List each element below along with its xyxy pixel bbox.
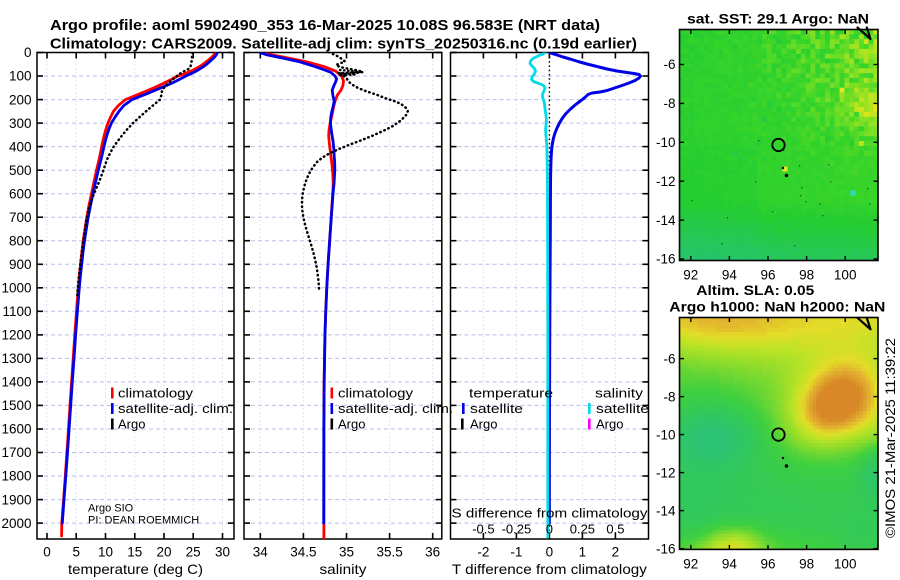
svg-text:20: 20: [156, 545, 171, 560]
svg-text:-6: -6: [663, 351, 675, 366]
svg-text:©IMOS 21-Mar-2025 11:39:22: ©IMOS 21-Mar-2025 11:39:22: [883, 338, 898, 538]
svg-text:98: 98: [799, 556, 814, 571]
svg-text:92: 92: [683, 268, 698, 283]
svg-text:1400: 1400: [1, 375, 31, 390]
svg-text:satellite: satellite: [470, 401, 523, 416]
svg-text:1500: 1500: [1, 398, 31, 413]
svg-text:-2: -2: [477, 545, 489, 560]
svg-text:satellite: satellite: [596, 401, 649, 416]
svg-text:Argo h1000: NaN h2000: NaN: Argo h1000: NaN h2000: NaN: [669, 300, 885, 315]
svg-text:1: 1: [579, 545, 587, 560]
svg-text:-12: -12: [656, 465, 676, 480]
svg-text:1100: 1100: [2, 304, 31, 319]
svg-text:100: 100: [834, 556, 857, 571]
svg-text:Argo: Argo: [338, 417, 365, 432]
svg-text:climatology: climatology: [118, 386, 194, 401]
svg-text:-8: -8: [663, 96, 675, 111]
svg-text:temperature: temperature: [469, 386, 553, 401]
svg-text:satellite-adj. clim.: satellite-adj. clim.: [118, 401, 233, 416]
svg-text:1600: 1600: [1, 422, 31, 437]
svg-text:0: 0: [546, 522, 553, 537]
svg-text:100: 100: [834, 268, 857, 283]
svg-text:30: 30: [215, 545, 230, 560]
svg-text:0.5: 0.5: [606, 522, 624, 537]
svg-text:Argo SIO: Argo SIO: [88, 503, 134, 515]
svg-text:25: 25: [186, 545, 201, 560]
svg-text:-16: -16: [656, 252, 676, 267]
svg-text:temperature (deg C): temperature (deg C): [68, 561, 203, 577]
svg-text:800: 800: [9, 233, 32, 248]
svg-text:-10: -10: [656, 427, 676, 442]
svg-text:15: 15: [127, 545, 142, 560]
svg-text:salinity: salinity: [320, 561, 367, 577]
svg-text:35: 35: [339, 545, 354, 560]
svg-text:-1: -1: [510, 545, 522, 560]
svg-text:0.25: 0.25: [570, 522, 595, 537]
svg-text:400: 400: [9, 139, 32, 154]
svg-text:Argo profile: aoml 5902490_353: Argo profile: aoml 5902490_353 16-Mar-20…: [50, 18, 600, 34]
svg-text:34: 34: [253, 545, 269, 560]
svg-text:-6: -6: [663, 57, 675, 72]
svg-text:climatology: climatology: [338, 386, 414, 401]
svg-text:-8: -8: [663, 389, 675, 404]
svg-text:-0.25: -0.25: [502, 522, 532, 537]
svg-text:PI: DEAN ROEMMICH: PI: DEAN ROEMMICH: [88, 515, 199, 527]
svg-text:600: 600: [9, 186, 32, 201]
svg-text:200: 200: [9, 92, 32, 107]
svg-text:96: 96: [760, 556, 775, 571]
svg-text:sat. SST: 29.1 Argo: NaN: sat. SST: 29.1 Argo: NaN: [687, 12, 869, 28]
svg-text:36: 36: [425, 545, 440, 560]
svg-text:1000: 1000: [1, 281, 31, 296]
svg-text:S difference from climatology: S difference from climatology: [452, 506, 649, 521]
svg-text:98: 98: [799, 268, 814, 283]
svg-text:100: 100: [9, 69, 32, 84]
svg-text:-0.5: -0.5: [472, 522, 494, 537]
svg-text:1900: 1900: [1, 492, 31, 507]
svg-text:0: 0: [24, 45, 32, 60]
svg-text:94: 94: [722, 556, 738, 571]
svg-text:Argo: Argo: [596, 417, 623, 432]
svg-text:900: 900: [9, 257, 32, 272]
svg-text:1800: 1800: [1, 469, 31, 484]
svg-text:2000: 2000: [1, 516, 31, 531]
svg-text:salinity: salinity: [595, 386, 644, 401]
svg-text:5: 5: [72, 545, 80, 560]
svg-text:35.5: 35.5: [376, 545, 402, 560]
svg-text:T difference from climatology: T difference from climatology: [452, 561, 647, 577]
svg-text:96: 96: [760, 268, 775, 283]
svg-text:-10: -10: [656, 135, 676, 150]
svg-text:-14: -14: [656, 503, 676, 518]
svg-text:300: 300: [9, 116, 32, 131]
svg-text:Altim. SLA: 0.05: Altim. SLA: 0.05: [696, 283, 814, 298]
svg-text:10: 10: [98, 545, 113, 560]
svg-text:1200: 1200: [1, 328, 31, 343]
svg-text:0: 0: [546, 545, 554, 560]
svg-text:satellite-adj. clim.: satellite-adj. clim.: [338, 401, 453, 416]
svg-text:Climatology: CARS2009. Satelli: Climatology: CARS2009. Satellite-adj cli…: [50, 36, 637, 52]
svg-text:2: 2: [612, 545, 620, 560]
svg-text:1300: 1300: [1, 351, 31, 366]
svg-text:-12: -12: [656, 174, 676, 189]
svg-text:0: 0: [43, 545, 51, 560]
svg-text:Argo: Argo: [118, 417, 145, 432]
svg-text:500: 500: [9, 163, 32, 178]
svg-text:-16: -16: [656, 541, 676, 556]
svg-text:1700: 1700: [1, 445, 31, 460]
svg-text:92: 92: [683, 556, 698, 571]
svg-text:700: 700: [9, 210, 32, 225]
svg-text:34.5: 34.5: [290, 545, 316, 560]
svg-text:Argo: Argo: [470, 417, 497, 432]
svg-text:94: 94: [722, 268, 738, 283]
svg-text:-14: -14: [656, 213, 676, 228]
